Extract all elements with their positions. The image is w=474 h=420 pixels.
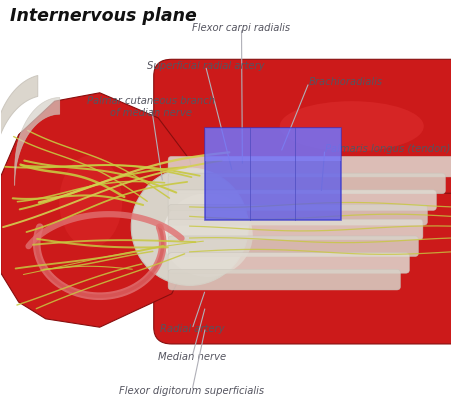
Ellipse shape	[163, 193, 253, 277]
FancyBboxPatch shape	[154, 59, 469, 218]
FancyBboxPatch shape	[168, 156, 455, 177]
Ellipse shape	[280, 101, 424, 151]
Ellipse shape	[59, 155, 122, 248]
FancyBboxPatch shape	[168, 253, 410, 273]
FancyBboxPatch shape	[168, 173, 446, 194]
Ellipse shape	[131, 168, 248, 285]
FancyBboxPatch shape	[168, 270, 401, 290]
FancyBboxPatch shape	[168, 190, 437, 210]
Bar	[206, 129, 340, 160]
Text: Superficial radial artery: Superficial radial artery	[147, 60, 264, 71]
Text: Internervous plane: Internervous plane	[9, 7, 196, 25]
Text: Flexor digitorum superficialis: Flexor digitorum superficialis	[119, 386, 264, 396]
Text: Radial artery: Radial artery	[160, 324, 224, 334]
FancyBboxPatch shape	[154, 193, 469, 344]
Text: Median nerve: Median nerve	[158, 352, 226, 362]
Text: Brachioradialis: Brachioradialis	[309, 77, 383, 87]
Text: Flexor carpi radialis: Flexor carpi radialis	[192, 23, 291, 33]
FancyBboxPatch shape	[168, 205, 428, 225]
Polygon shape	[0, 93, 203, 327]
Text: Palmar cutaneous branch
of median nerve: Palmar cutaneous branch of median nerve	[87, 97, 216, 118]
FancyBboxPatch shape	[168, 219, 423, 240]
Bar	[206, 129, 340, 221]
Text: Palmaris longus (tendon): Palmaris longus (tendon)	[325, 144, 450, 154]
FancyBboxPatch shape	[168, 236, 419, 257]
